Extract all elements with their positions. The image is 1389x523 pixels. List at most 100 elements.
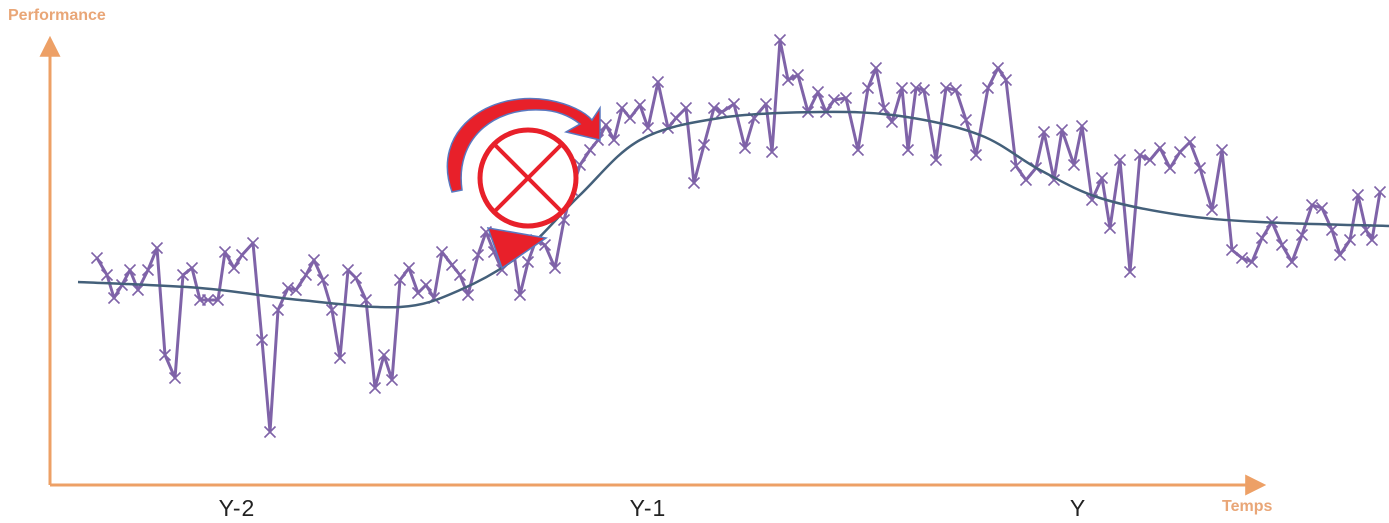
rotation-arrowhead	[486, 227, 548, 270]
point-marker	[1255, 231, 1269, 245]
point-marker	[759, 97, 773, 111]
point-marker	[123, 263, 137, 277]
point-marker	[765, 145, 779, 159]
point-marker	[607, 133, 621, 147]
point-marker	[707, 101, 721, 115]
point-marker	[827, 93, 841, 107]
point-marker	[333, 351, 347, 365]
point-marker	[909, 81, 923, 95]
point-marker	[1365, 233, 1379, 247]
point-marker	[1103, 221, 1117, 235]
target-cross	[492, 142, 564, 214]
point-marker	[548, 261, 562, 275]
point-marker	[471, 248, 485, 262]
point-marker	[435, 245, 449, 259]
point-marker	[1285, 255, 1299, 269]
point-marker	[1153, 141, 1167, 155]
point-marker	[90, 251, 104, 265]
point-marker	[150, 241, 164, 255]
point-marker	[316, 273, 330, 287]
point-marker	[1173, 145, 1187, 159]
point-marker	[1037, 125, 1051, 139]
point-marker	[929, 153, 943, 167]
point-marker	[895, 81, 909, 95]
point-marker	[999, 73, 1013, 87]
point-marker	[255, 333, 269, 347]
point-marker	[1009, 159, 1023, 173]
point-marker	[235, 248, 249, 262]
x-tick-label: Y-1	[630, 495, 667, 521]
trend-line	[77, 110, 1389, 309]
point-marker	[738, 141, 752, 155]
point-marker	[1225, 243, 1239, 257]
point-marker	[1113, 153, 1127, 167]
point-marker	[1235, 251, 1249, 265]
point-marker	[623, 111, 637, 125]
point-marker	[227, 261, 241, 275]
point-marker	[727, 97, 741, 111]
point-marker	[246, 236, 260, 250]
point-marker	[513, 288, 527, 302]
rotation-arrow	[446, 97, 601, 193]
point-marker	[402, 261, 416, 275]
point-marker	[1143, 153, 1157, 167]
point-marker	[949, 83, 963, 97]
point-marker	[185, 261, 199, 275]
point-marker	[445, 258, 459, 272]
point-marker	[263, 425, 277, 439]
point-marker	[1019, 173, 1033, 187]
point-marker	[168, 371, 182, 385]
point-marker	[697, 138, 711, 152]
point-marker	[679, 101, 693, 115]
point-marker	[1133, 148, 1147, 162]
point-marker	[1245, 255, 1259, 269]
point-marker	[1343, 233, 1357, 247]
point-marker	[158, 348, 172, 362]
point-marker	[1275, 238, 1289, 252]
point-marker	[1305, 198, 1319, 212]
rotation-icon	[446, 97, 601, 270]
point-marker	[877, 101, 891, 115]
point-marker	[959, 113, 973, 127]
point-marker	[1315, 201, 1329, 215]
x-tick-label: Y-2	[219, 495, 256, 521]
point-marker	[1325, 223, 1339, 237]
point-marker	[773, 33, 787, 47]
point-marker	[385, 373, 399, 387]
point-marker	[885, 115, 899, 129]
y-axis-label: Performance	[8, 7, 106, 24]
point-marker	[1373, 185, 1387, 199]
point-marker	[811, 85, 825, 99]
point-marker	[218, 245, 232, 259]
point-marker	[1095, 171, 1109, 185]
point-marker	[281, 281, 295, 295]
point-marker	[1055, 123, 1069, 137]
point-marker	[839, 91, 853, 105]
point-marker	[100, 268, 114, 282]
point-marker	[1075, 119, 1089, 133]
point-marker	[901, 143, 915, 157]
point-marker	[1183, 135, 1197, 149]
point-marker	[669, 111, 683, 125]
point-marker	[991, 61, 1005, 75]
point-marker	[307, 253, 321, 267]
point-marker	[981, 81, 995, 95]
point-marker	[861, 81, 875, 95]
point-marker	[917, 83, 931, 97]
x-tick-label: Y	[1070, 495, 1086, 521]
point-marker	[1205, 203, 1219, 217]
point-marker	[939, 81, 953, 95]
point-marker	[141, 263, 155, 277]
x-axis-label: Temps	[1222, 498, 1272, 515]
point-marker	[687, 176, 701, 190]
point-marker	[869, 61, 883, 75]
point-marker	[715, 105, 729, 119]
point-marker	[201, 293, 215, 307]
point-marker	[781, 73, 795, 87]
plot-area	[77, 33, 1389, 439]
point-marker	[1333, 248, 1347, 262]
point-marker	[107, 291, 121, 305]
point-marker	[1123, 265, 1137, 279]
point-marker	[651, 75, 665, 89]
point-marker	[633, 98, 647, 112]
